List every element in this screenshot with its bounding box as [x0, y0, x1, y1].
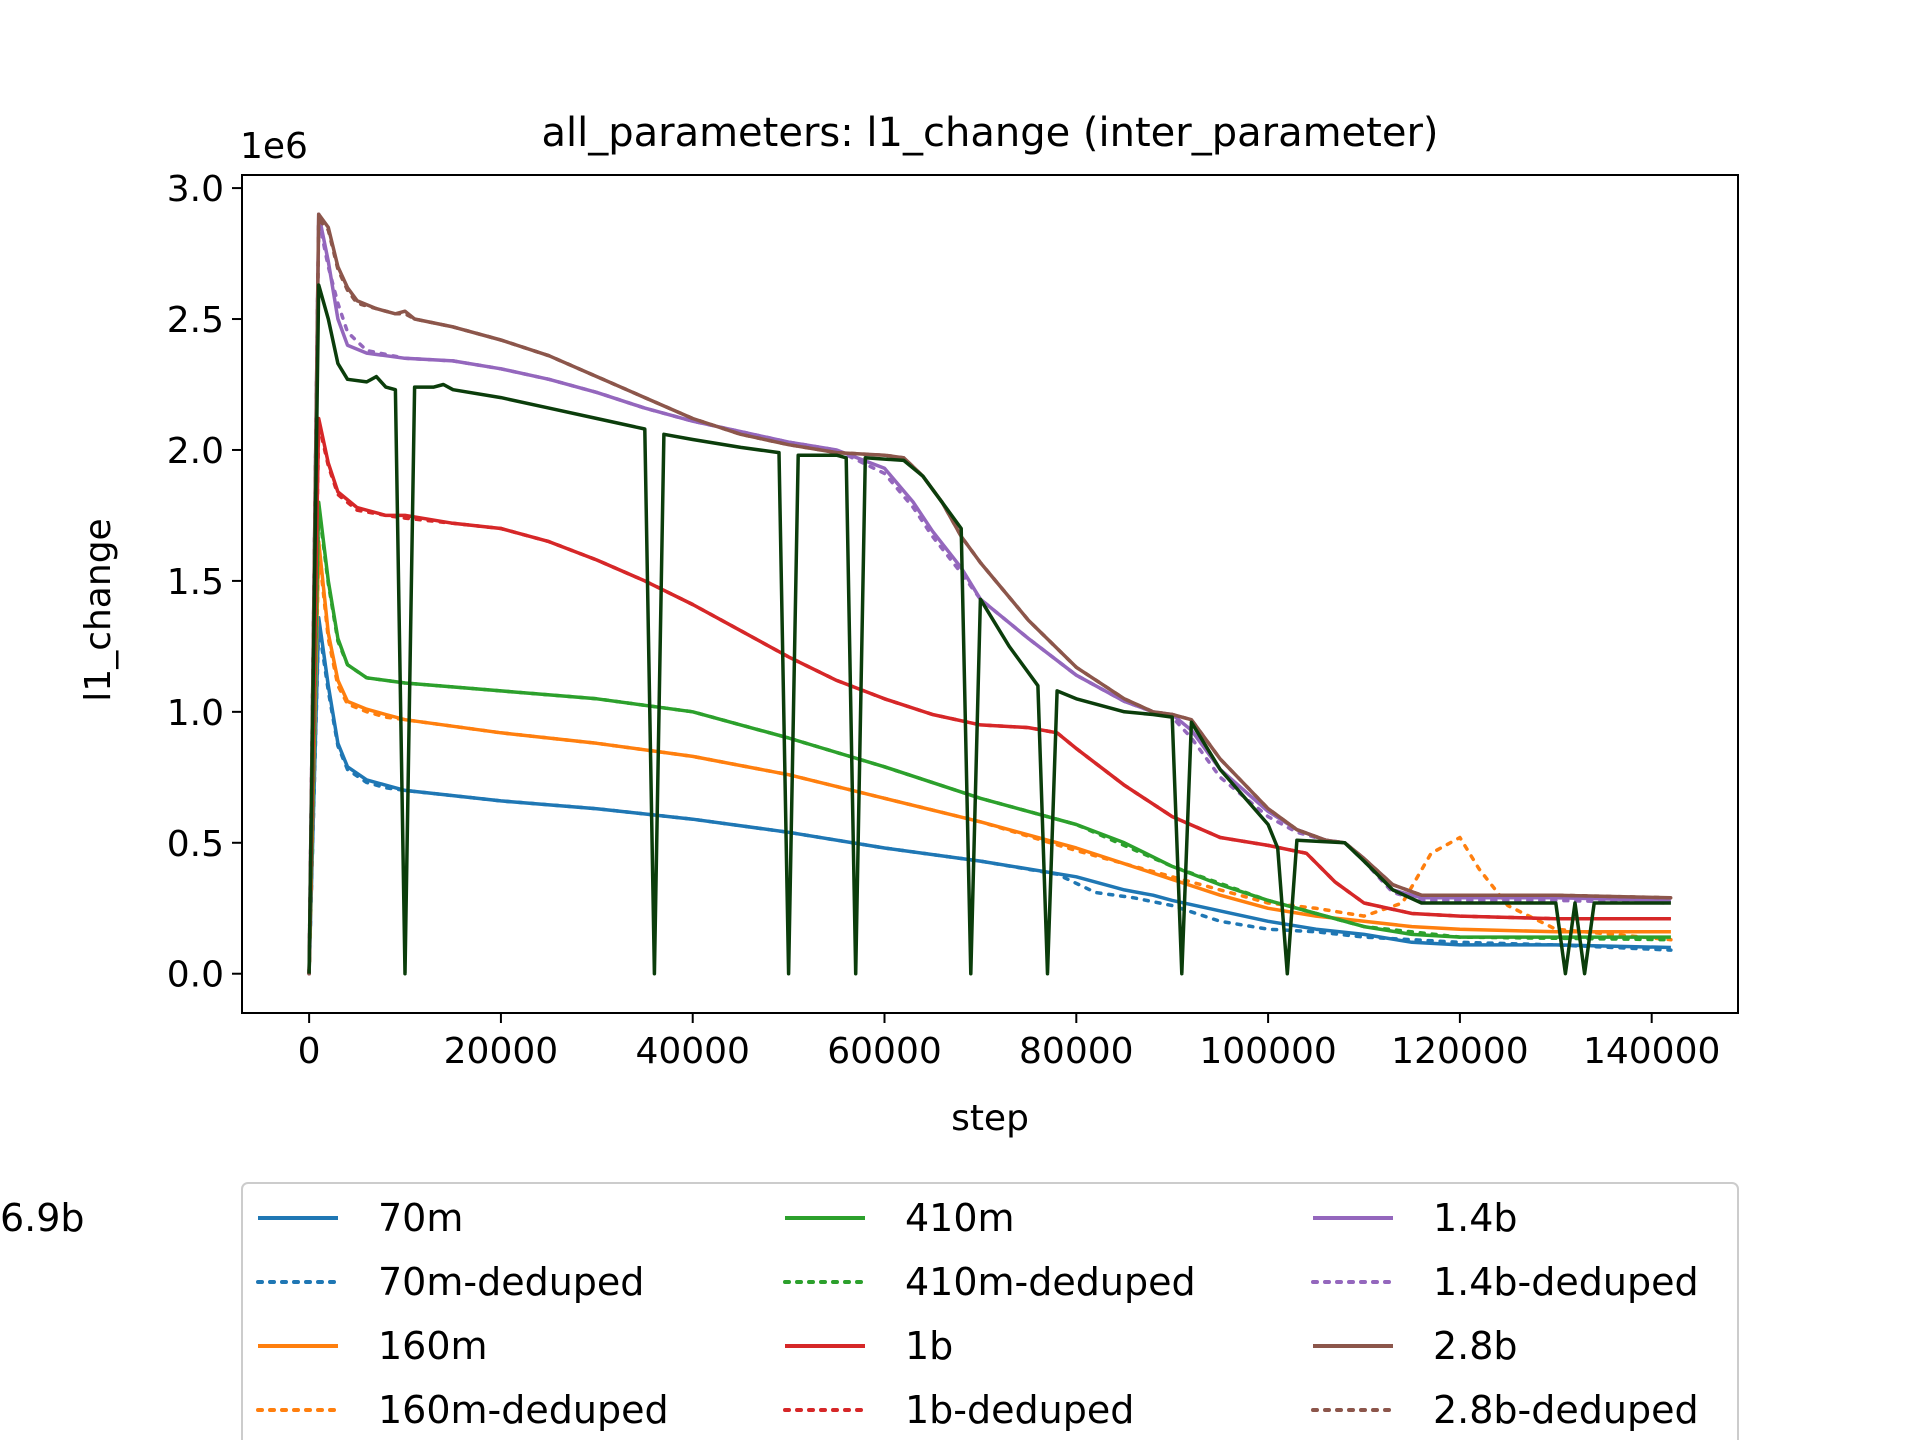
y-axis-label: l1_change [78, 518, 119, 701]
x-tick-label: 20000 [444, 1031, 559, 1072]
x-tick-label: 120000 [1391, 1031, 1528, 1072]
y-tick-label: 0.0 [167, 955, 224, 996]
legend-label-160m: 160m [378, 1324, 488, 1368]
legend-label-1.4b-deduped: 1.4b-deduped [1433, 1260, 1699, 1304]
legend-label-1b-deduped: 1b-deduped [905, 1388, 1134, 1432]
y-tick-label: 3.0 [167, 169, 224, 210]
series-line-70m-deduped [307, 623, 1673, 976]
legend-label-70m: 70m [378, 1196, 463, 1240]
y-tick-label: 0.5 [167, 824, 224, 865]
legend-box [241, 1182, 1739, 1440]
x-tick-label: 100000 [1199, 1031, 1336, 1072]
series-line-6.9b [307, 283, 1671, 976]
legend-label-410m-deduped: 410m-deduped [905, 1260, 1196, 1304]
legend-label-2.8b: 2.8b [1433, 1324, 1518, 1368]
y-tick-label: 2.5 [167, 300, 224, 341]
legend-label-6.9b: 6.9b [0, 1196, 85, 1240]
chart-title: all_parameters: l1_change (inter_paramet… [541, 110, 1438, 156]
x-tick-label: 80000 [1019, 1031, 1134, 1072]
plot-area: 0 20000 40000 60000 80000 100000 120000 140000 0… [167, 169, 1739, 1072]
series-line-410m-deduped [307, 505, 1673, 976]
legend-label-70m-deduped: 70m-deduped [378, 1260, 644, 1304]
series-line-1.4b-deduped [307, 217, 1673, 976]
y-axis-offset-label: 1e6 [240, 126, 308, 167]
x-tick-label: 60000 [827, 1031, 942, 1072]
x-tick-label: 0 [298, 1031, 321, 1072]
legend-label-160m-deduped: 160m-deduped [378, 1388, 669, 1432]
x-axis-label: step [951, 1098, 1029, 1139]
y-tick-label: 1.0 [167, 693, 224, 734]
series-line-1b-deduped [307, 422, 1673, 976]
legend-label-2.8b-deduped: 2.8b-deduped [1433, 1388, 1699, 1432]
series-line-160m-deduped [307, 547, 1673, 976]
legend-label-1.4b: 1.4b [1433, 1196, 1518, 1240]
legend-label-410m: 410m [905, 1196, 1015, 1240]
y-tick-label: 2.0 [167, 431, 224, 472]
legend: 70m 70m-deduped 160m 160m-deduped 410m 410m-d… [0, 1182, 1739, 1440]
y-tick-label: 1.5 [167, 562, 224, 603]
series-group [307, 212, 1673, 976]
plot-frame [241, 174, 1739, 1014]
x-tick-label: 40000 [635, 1031, 750, 1072]
legend-label-1b: 1b [905, 1324, 953, 1368]
x-tick-label: 140000 [1583, 1031, 1720, 1072]
series-line-70m [307, 615, 1671, 974]
